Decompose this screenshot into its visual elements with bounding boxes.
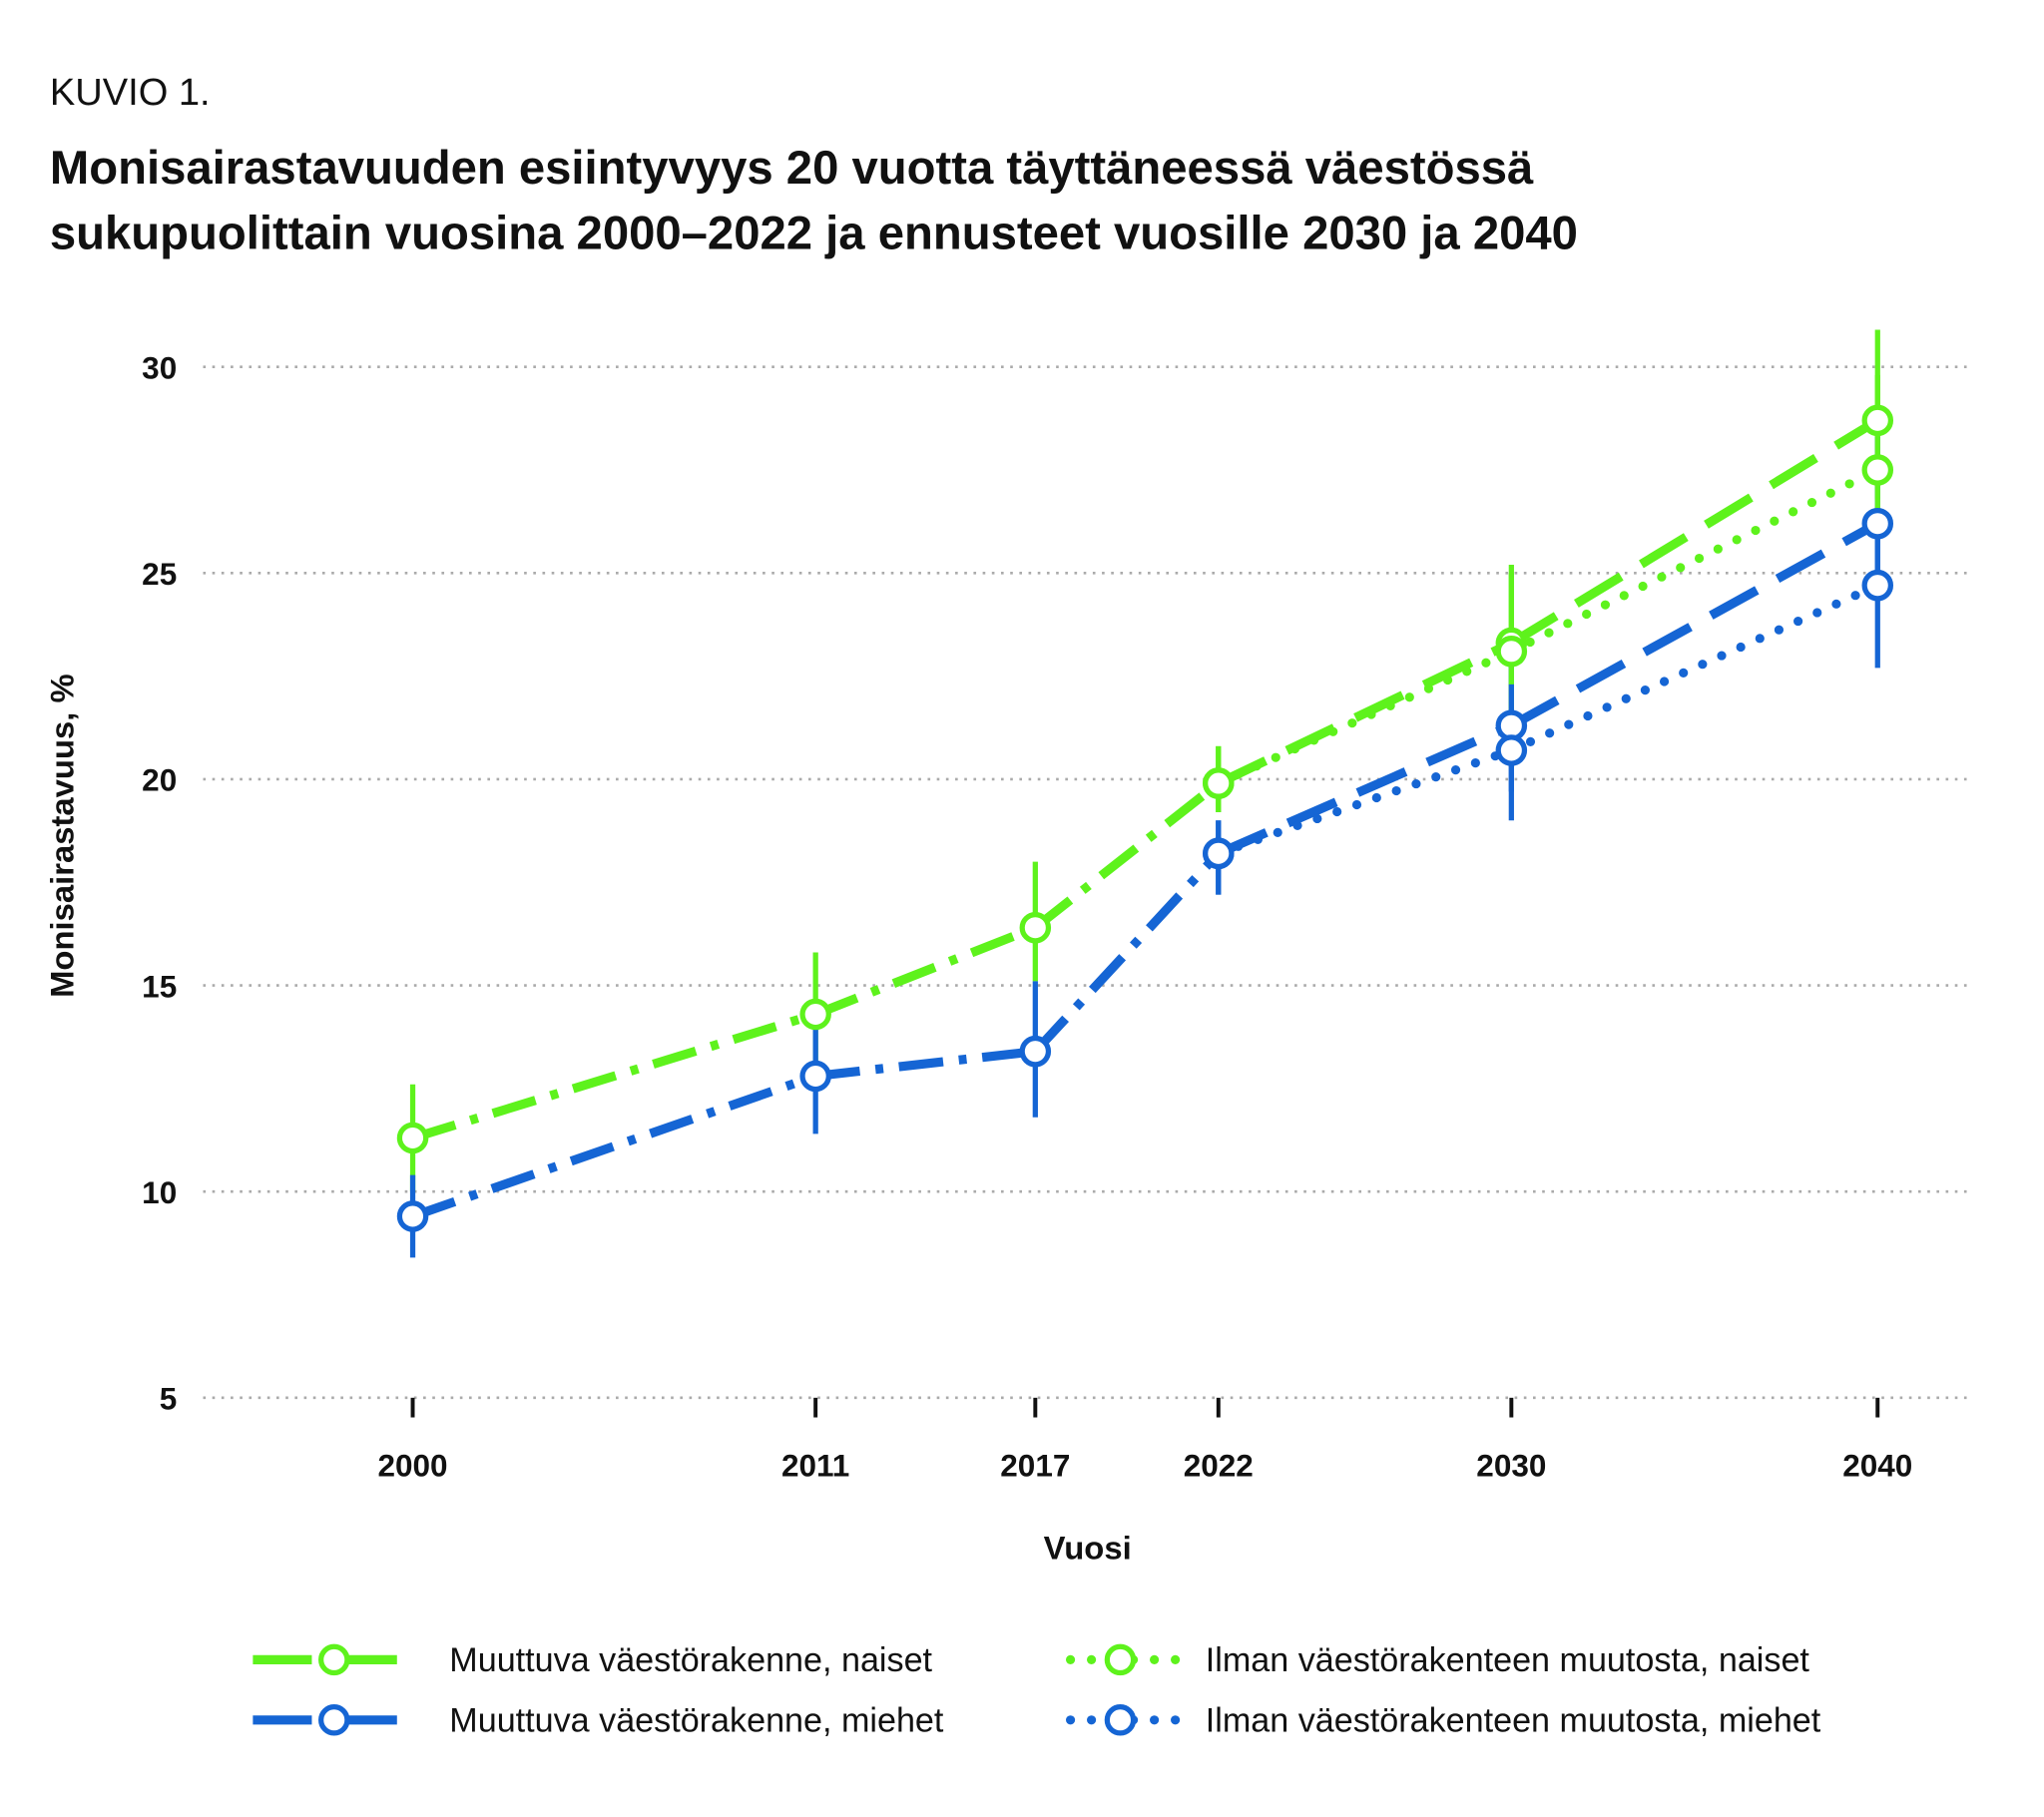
data-point: [396, 1200, 429, 1232]
series-line-segment: [1506, 581, 1882, 755]
legend-label: Ilman väestörakenteen muutosta, naiset: [1206, 1641, 1810, 1679]
series-line-segment: [1508, 416, 1880, 648]
gridlines: [203, 365, 1972, 1400]
x-tick-label: 2011: [781, 1448, 849, 1484]
chart-title-line-2: sukupuolittain vuosina 2000–2022 ja ennu…: [50, 207, 1578, 259]
y-tick-label: 20: [142, 762, 177, 798]
x-tick-label: 2022: [1184, 1448, 1254, 1484]
data-point: [799, 998, 831, 1031]
x-tick-label: 2000: [377, 1448, 447, 1484]
y-tick-label: 5: [160, 1381, 178, 1417]
y-axis-ticks: 5 10 15 20 25 30: [142, 349, 177, 1416]
data-point: [1861, 569, 1894, 602]
series-line-segment: [1509, 519, 1880, 730]
data-point: [396, 1122, 429, 1154]
series-line-segment: [813, 923, 1038, 1019]
data-point: [1019, 911, 1052, 944]
x-tick-label: 2040: [1842, 1448, 1912, 1484]
series-line-segment: [1216, 639, 1514, 788]
legend-swatch-marker: [318, 1704, 350, 1736]
series-line-segment: [1031, 850, 1223, 1055]
y-tick-label: 15: [142, 968, 177, 1004]
legend-label: Muuttuva väestörakenne, miehet: [449, 1702, 944, 1740]
series-line-segment: [1032, 779, 1222, 932]
figure-label: KUVIO 1.: [50, 72, 211, 114]
data-point: [1861, 404, 1894, 437]
series-line-segment: [1216, 720, 1514, 858]
series-markers: [396, 404, 1894, 1232]
y-tick-label: 10: [142, 1174, 177, 1210]
legend-label: Muuttuva väestörakenne, naiset: [449, 1641, 932, 1679]
legend-label: Ilman väestörakenteen muutosta, miehet: [1206, 1702, 1821, 1740]
data-point: [1495, 636, 1528, 668]
x-tick-label: 2030: [1476, 1448, 1546, 1484]
series-line-segment: [411, 1072, 817, 1221]
data-point: [1495, 734, 1528, 766]
data-point: [1861, 454, 1894, 486]
data-point: [1861, 507, 1894, 540]
series-line-segment: [814, 1047, 1036, 1082]
data-point: [1203, 837, 1235, 870]
x-tick-label: 2017: [1000, 1448, 1070, 1484]
series-line-segment: [411, 1010, 817, 1142]
legend: Muuttuva väestörakenne, naiset Muuttuva v…: [253, 1641, 1821, 1740]
y-tick-label: 25: [142, 556, 177, 592]
legend-swatch-marker: [1104, 1704, 1137, 1736]
data-point: [1019, 1035, 1052, 1068]
chart-title-line-1: Monisairastavuuden esiintyvyys 20 vuotta…: [50, 142, 1534, 195]
error-bars: [409, 329, 1880, 1258]
data-point: [1203, 767, 1235, 799]
y-axis-label: Monisairastavuus, %: [44, 674, 81, 998]
data-point: [799, 1060, 831, 1093]
series-lines: [411, 416, 1882, 1221]
x-axis-ticks: 2000 2011 2017 2022 2030 2040: [377, 1397, 1912, 1484]
x-axis-label: Vuosi: [1044, 1529, 1132, 1566]
y-tick-label: 30: [142, 349, 177, 385]
legend-swatch-marker: [1104, 1643, 1137, 1676]
legend-swatch-marker: [318, 1643, 350, 1676]
series-line-segment: [1506, 465, 1882, 657]
